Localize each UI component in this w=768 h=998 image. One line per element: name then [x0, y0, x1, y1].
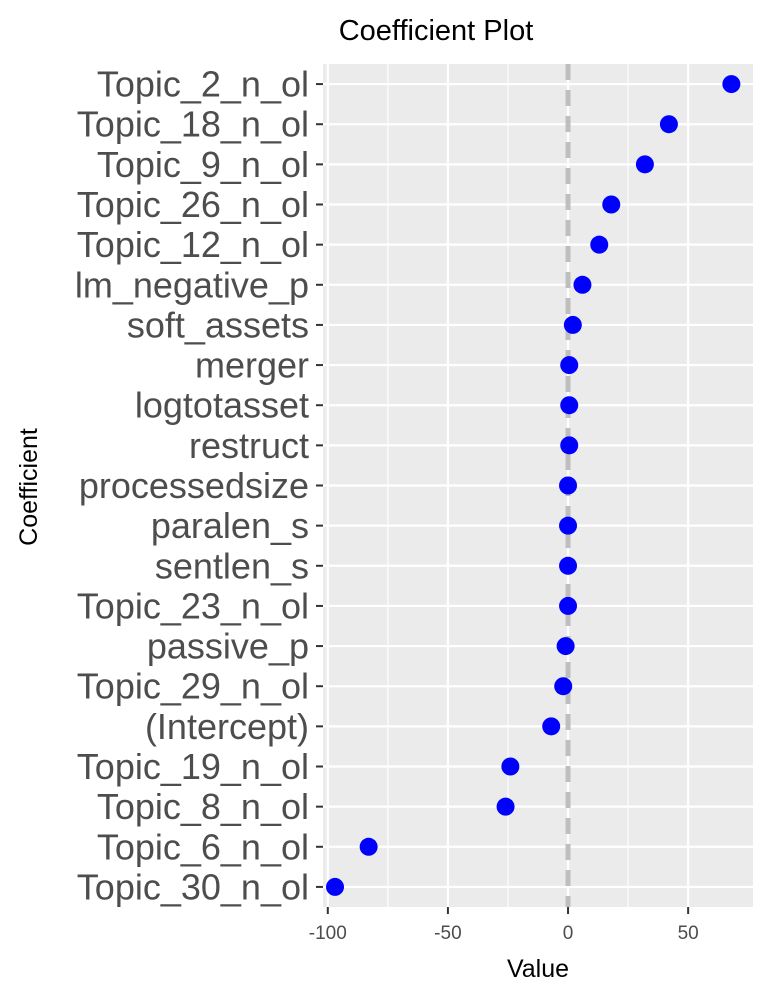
y-tick-label: Topic_26_n_ol [77, 184, 309, 225]
x-axis-title: Value [507, 955, 569, 983]
x-tick-label: -50 [434, 923, 461, 944]
x-tick-label: 0 [563, 923, 574, 944]
y-tick-label: paralen_s [151, 505, 309, 546]
y-tick-label: restruct [189, 425, 309, 466]
y-tick-label: Topic_12_n_ol [77, 224, 309, 265]
y-tick-label: logtotasset [135, 385, 309, 426]
data-point [560, 356, 579, 375]
y-tick-label: lm_negative_p [75, 264, 309, 305]
data-point [359, 837, 378, 856]
data-point [590, 235, 609, 254]
data-point [501, 757, 520, 776]
data-point [560, 436, 579, 455]
data-point [559, 556, 578, 575]
y-tick-label: Topic_23_n_ol [77, 585, 309, 626]
data-point [635, 155, 654, 174]
y-tick-label: Topic_19_n_ol [77, 746, 309, 787]
data-points [326, 75, 741, 896]
data-point [559, 476, 578, 495]
data-point [542, 717, 561, 736]
data-point [659, 115, 678, 134]
data-point [560, 396, 579, 415]
data-point [556, 637, 575, 656]
data-point [559, 516, 578, 535]
plot-panel [323, 64, 753, 907]
data-point [722, 75, 741, 94]
data-point [496, 797, 515, 816]
y-tick-label: soft_assets [127, 304, 309, 345]
y-tick-label: Topic_18_n_ol [77, 104, 309, 145]
y-tick-label: (Intercept) [145, 706, 309, 747]
y-tick-label: sentlen_s [155, 545, 309, 586]
y-tick-label: processedsize [79, 465, 309, 506]
y-tick-label: Topic_2_n_ol [97, 64, 309, 105]
data-point [602, 195, 621, 214]
data-point [326, 877, 345, 896]
data-point [559, 596, 578, 615]
y-axis-title: Coefficient [15, 428, 43, 546]
chart-title: Coefficient Plot [339, 15, 534, 47]
data-point [573, 275, 592, 294]
y-tick-label: Topic_29_n_ol [77, 666, 309, 707]
y-tick-label: merger [195, 345, 309, 386]
y-tick-label: passive_p [147, 626, 309, 667]
y-tick-label: Topic_6_n_ol [97, 826, 309, 867]
x-tick-label: -100 [309, 923, 347, 944]
data-point [554, 677, 573, 696]
x-tick-label: 50 [678, 923, 699, 944]
y-tick-label: Topic_8_n_ol [97, 786, 309, 827]
y-tick-label: Topic_30_n_ol [77, 866, 309, 907]
y-tick-label: Topic_9_n_ol [97, 144, 309, 185]
y-tick-labels: Topic_2_n_olTopic_18_n_olTopic_9_n_olTop… [75, 64, 323, 907]
x-tick-labels: -100 -50 0 50 [309, 907, 699, 944]
data-point [563, 315, 582, 334]
